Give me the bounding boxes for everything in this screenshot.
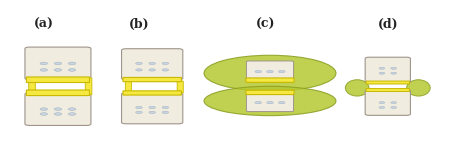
Circle shape bbox=[68, 62, 76, 65]
FancyBboxPatch shape bbox=[366, 88, 410, 91]
Circle shape bbox=[379, 72, 385, 74]
FancyBboxPatch shape bbox=[246, 90, 294, 95]
FancyBboxPatch shape bbox=[25, 47, 91, 80]
Text: (b): (b) bbox=[128, 18, 149, 31]
Circle shape bbox=[255, 70, 262, 73]
FancyBboxPatch shape bbox=[365, 90, 410, 115]
Ellipse shape bbox=[204, 86, 336, 116]
FancyBboxPatch shape bbox=[29, 78, 36, 95]
Circle shape bbox=[54, 69, 62, 71]
Circle shape bbox=[40, 108, 47, 110]
Circle shape bbox=[149, 69, 155, 71]
FancyBboxPatch shape bbox=[27, 90, 90, 96]
FancyBboxPatch shape bbox=[177, 81, 183, 93]
Circle shape bbox=[391, 102, 397, 104]
Circle shape bbox=[162, 111, 169, 114]
FancyBboxPatch shape bbox=[365, 57, 410, 83]
Circle shape bbox=[54, 108, 62, 110]
Circle shape bbox=[255, 101, 262, 104]
Text: (d): (d) bbox=[378, 18, 399, 31]
Circle shape bbox=[278, 70, 285, 73]
Circle shape bbox=[162, 106, 169, 109]
Circle shape bbox=[40, 69, 47, 71]
Circle shape bbox=[40, 113, 47, 115]
Circle shape bbox=[391, 107, 397, 108]
FancyBboxPatch shape bbox=[123, 91, 182, 95]
Circle shape bbox=[40, 62, 47, 65]
Circle shape bbox=[136, 106, 142, 109]
Circle shape bbox=[54, 62, 62, 65]
Circle shape bbox=[267, 101, 273, 104]
FancyBboxPatch shape bbox=[25, 93, 91, 125]
Text: (a): (a) bbox=[35, 18, 55, 31]
FancyBboxPatch shape bbox=[366, 81, 410, 84]
FancyBboxPatch shape bbox=[121, 93, 183, 124]
Circle shape bbox=[278, 101, 285, 104]
Circle shape bbox=[136, 62, 142, 65]
Ellipse shape bbox=[346, 80, 369, 96]
FancyBboxPatch shape bbox=[125, 81, 131, 93]
Circle shape bbox=[149, 106, 155, 109]
FancyBboxPatch shape bbox=[85, 78, 92, 95]
FancyBboxPatch shape bbox=[121, 49, 183, 80]
Circle shape bbox=[68, 108, 76, 110]
Circle shape bbox=[136, 111, 142, 114]
Circle shape bbox=[54, 113, 62, 115]
Circle shape bbox=[162, 62, 169, 65]
FancyBboxPatch shape bbox=[246, 94, 293, 112]
Circle shape bbox=[149, 62, 155, 65]
Text: (c): (c) bbox=[256, 18, 275, 31]
FancyBboxPatch shape bbox=[27, 77, 90, 83]
Circle shape bbox=[391, 67, 397, 69]
Circle shape bbox=[267, 70, 273, 73]
Circle shape bbox=[379, 102, 385, 104]
Circle shape bbox=[136, 69, 142, 71]
Ellipse shape bbox=[204, 55, 336, 91]
Circle shape bbox=[379, 67, 385, 69]
FancyBboxPatch shape bbox=[246, 78, 294, 82]
Circle shape bbox=[68, 113, 76, 115]
Ellipse shape bbox=[407, 80, 430, 96]
Circle shape bbox=[162, 69, 169, 71]
Circle shape bbox=[68, 69, 76, 71]
Circle shape bbox=[379, 107, 385, 108]
FancyBboxPatch shape bbox=[246, 61, 293, 79]
Circle shape bbox=[149, 111, 155, 114]
FancyBboxPatch shape bbox=[123, 78, 182, 82]
Circle shape bbox=[391, 72, 397, 74]
